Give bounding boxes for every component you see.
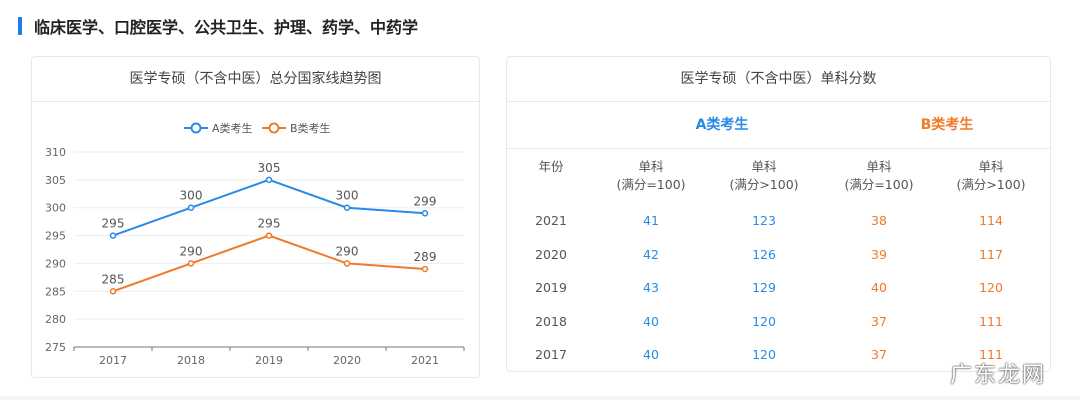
y-tick-label: 310 (45, 146, 66, 159)
group-a-header: A类考生 (695, 117, 749, 133)
section-title: 临床医学、口腔医学、公共卫生、护理、药学、中药学 (18, 14, 418, 38)
data-label: 299 (414, 194, 437, 208)
year-header: 年份 (538, 159, 564, 174)
column-subheader: (满分=100) (616, 177, 686, 192)
data-point (187, 260, 195, 267)
legend-marker-icon (190, 122, 202, 134)
x-tick-label: 2017 (99, 354, 127, 367)
data-label: 290 (336, 244, 359, 258)
y-tick-label: 290 (45, 257, 66, 270)
score-cell: 120 (752, 313, 776, 329)
column-header: 单科 (978, 159, 1004, 174)
score-cell: 111 (979, 313, 1003, 329)
y-tick-label: 275 (45, 341, 66, 354)
y-tick-label: 305 (45, 174, 66, 187)
x-tick-label: 2019 (255, 354, 283, 367)
score-cell: 37 (871, 313, 887, 329)
score-table-panel: 医学专硕（不含中医）单科分数 A类考生 B类考生 年份 单科 (满分=100) 单科 (… (506, 56, 1051, 372)
data-point (265, 232, 273, 239)
score-cell: 41 (643, 213, 659, 228)
x-tick-label: 2018 (177, 354, 205, 367)
column-header: 单科 (638, 159, 664, 174)
legend-label: B类考生 (290, 121, 331, 135)
data-label: 285 (102, 272, 125, 286)
score-cell: 43 (643, 280, 659, 295)
y-tick-label: 300 (45, 202, 66, 215)
group-b-header: B类考生 (920, 117, 974, 133)
data-label: 295 (102, 217, 125, 231)
score-cell: 37 (871, 347, 887, 362)
score-cell: 129 (752, 280, 776, 295)
trend-chart-panel: 医学专硕（不含中医）总分国家线趋势图 275 280 285 290 295 300 305… (31, 56, 480, 378)
data-point (109, 232, 117, 239)
score-cell: 120 (979, 280, 1003, 295)
data-point (421, 210, 429, 217)
data-point (265, 176, 273, 184)
data-label: 295 (258, 217, 281, 231)
section-title-text: 临床医学、口腔医学、公共卫生、护理、药学、中药学 (34, 18, 419, 37)
data-label: 290 (180, 244, 203, 258)
score-cell: 114 (979, 213, 1003, 228)
data-point (109, 288, 117, 295)
watermark: 广东龙网 (949, 363, 1046, 388)
score-cell: 40 (871, 280, 887, 295)
data-point (343, 260, 351, 267)
score-cell: 40 (643, 347, 659, 362)
trend-chart: 275 280 285 290 295 300 305 310 2017 2018 2019 2020… (45, 121, 465, 367)
score-cell: 117 (979, 246, 1003, 262)
data-point (187, 204, 195, 211)
column-header: 单科 (866, 159, 892, 174)
divider (507, 148, 1050, 149)
data-label: 305 (258, 161, 281, 175)
data-point (343, 204, 351, 211)
score-cell: 40 (643, 313, 659, 329)
chart-title: 医学专硕（不含中医）总分国家线趋势图 (32, 57, 479, 102)
data-label: 289 (414, 250, 437, 264)
y-tick-label: 295 (45, 230, 66, 243)
score-cell: 38 (871, 213, 887, 228)
column-header: 单科 (751, 159, 777, 174)
x-tick-label: 2020 (333, 354, 361, 367)
y-tick-label: 285 (45, 285, 66, 298)
y-tick-label: 280 (45, 313, 66, 326)
table-title: 医学专硕（不含中医）单科分数 (507, 57, 1050, 102)
legend-marker-icon (268, 122, 280, 134)
row-year: 2021 (535, 213, 567, 228)
score-cell: 126 (752, 246, 776, 262)
score-cell: 39 (871, 246, 887, 262)
column-subheader: (满分>100) (729, 177, 799, 192)
row-year: 2017 (535, 347, 567, 362)
score-cell: 42 (643, 246, 659, 262)
data-label: 300 (336, 189, 359, 203)
title-accent-bar (18, 17, 22, 35)
score-cell: 111 (979, 347, 1003, 362)
data-label: 300 (180, 189, 203, 203)
data-point (421, 265, 429, 273)
x-tick-label: 2021 (411, 354, 439, 367)
row-year: 2020 (535, 246, 567, 262)
score-cell: 120 (752, 347, 776, 362)
score-cell: 123 (752, 213, 776, 228)
legend-label: A类考生 (212, 121, 253, 135)
row-year: 2018 (535, 313, 567, 329)
row-year: 2019 (535, 280, 567, 295)
column-subheader: (满分>100) (956, 177, 1026, 192)
column-subheader: (满分=100) (844, 177, 914, 192)
